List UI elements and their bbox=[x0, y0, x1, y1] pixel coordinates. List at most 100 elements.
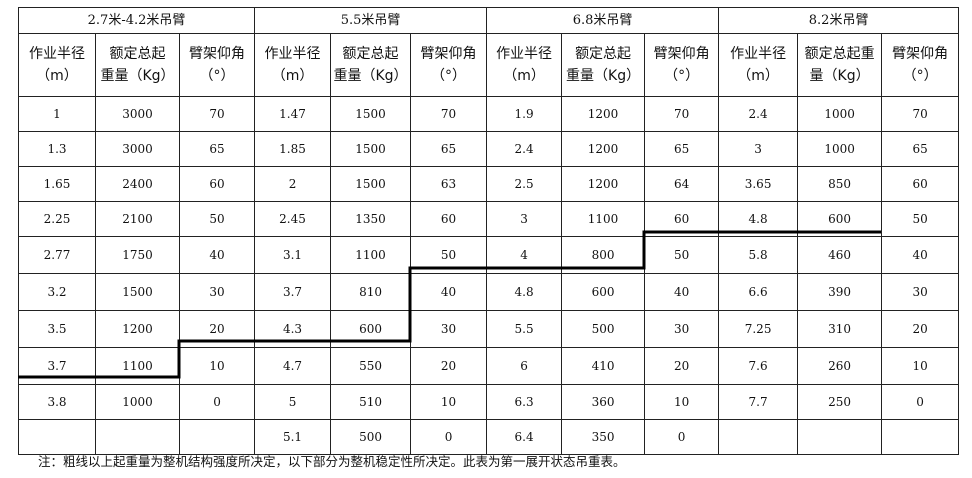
table-cell: 2.45 bbox=[254, 201, 332, 237]
table-cell: 10 bbox=[644, 384, 720, 420]
table-row: 2.77 1750 40 3.1 1100 50 4 800 50 5.8 460 40 bbox=[18, 236, 960, 274]
table-cell: 1500 bbox=[330, 166, 412, 202]
table-cell: 5.5 bbox=[486, 310, 563, 348]
group-header: 2.7米-4.2米吊臂 bbox=[17, 7, 256, 34]
table-cell: 20 bbox=[410, 347, 488, 385]
table-cell: 70 bbox=[881, 96, 960, 132]
column-header-line: （m） bbox=[503, 68, 545, 84]
table-cell: 40 bbox=[178, 236, 256, 274]
table-cell: 3 bbox=[486, 201, 563, 237]
table-row: 1 3000 70 1.47 1500 70 1.9 1200 70 2.4 1000 70 bbox=[18, 96, 960, 132]
column-header-row: 作业半径 （m） 额定总起 重量（Kg） 臂架仰角 （°） 作业半径 （m） 额定总起 重量（Kg… bbox=[18, 33, 960, 97]
table-cell: 50 bbox=[178, 201, 256, 237]
table-cell: 350 bbox=[561, 419, 646, 455]
table-cell: 3.1 bbox=[254, 236, 332, 274]
table-cell: 1500 bbox=[330, 96, 412, 132]
table-cell: 60 bbox=[410, 201, 488, 237]
table-cell: 1350 bbox=[330, 201, 412, 237]
column-header-line: （m） bbox=[36, 68, 78, 84]
group-header: 8.2米吊臂 bbox=[718, 7, 960, 34]
column-header: 臂架仰角 （°） bbox=[410, 33, 488, 97]
column-header: 作业半径 （m） bbox=[254, 33, 332, 97]
table-cell: 6.6 bbox=[718, 273, 799, 311]
column-header: 额定总起重量（Kg） bbox=[561, 33, 646, 97]
column-header-line: （°） bbox=[902, 68, 938, 84]
table-cell: 50 bbox=[644, 236, 720, 274]
table-cell: 7.7 bbox=[718, 384, 799, 420]
table-cell: 60 bbox=[644, 201, 720, 237]
table-cell: 3000 bbox=[95, 131, 180, 167]
table-cell: 1200 bbox=[561, 166, 646, 202]
table-cell: 30 bbox=[178, 273, 256, 311]
table-cell: 1100 bbox=[561, 201, 646, 237]
table-cell: 63 bbox=[410, 166, 488, 202]
table-cell: 3.8 bbox=[18, 384, 96, 420]
table-cell: 64 bbox=[644, 166, 720, 202]
table-cell: 2400 bbox=[95, 166, 180, 202]
column-header-line: 额定总起重 bbox=[804, 46, 875, 62]
table-cell: 1000 bbox=[95, 384, 180, 420]
table-cell: 1 bbox=[18, 96, 96, 132]
table-note: 注：粗线以上起重量为整机结构强度所决定，以下部分为整机稳定性所决定。此表为第一展… bbox=[38, 454, 626, 469]
column-header-line: 作业半径 bbox=[496, 46, 553, 62]
table-cell: 70 bbox=[644, 96, 720, 132]
table-cell: 500 bbox=[561, 310, 646, 348]
table-cell: 390 bbox=[797, 273, 883, 311]
table-cell: 310 bbox=[797, 310, 883, 348]
table-cell: 810 bbox=[330, 273, 412, 311]
table-cell: 4.3 bbox=[254, 310, 332, 348]
table-cell: 600 bbox=[797, 201, 883, 237]
table-cell: 1500 bbox=[95, 273, 180, 311]
table-cell: 2.25 bbox=[18, 201, 96, 237]
table-cell: 40 bbox=[410, 273, 488, 311]
column-header: 作业半径 （m） bbox=[486, 33, 563, 97]
column-header-line: 臂架仰角 bbox=[189, 46, 246, 62]
table-cell bbox=[797, 419, 883, 455]
table-cell: 40 bbox=[881, 236, 960, 274]
table-cell: 60 bbox=[178, 166, 256, 202]
table-cell: 600 bbox=[330, 310, 412, 348]
table-cell: 1500 bbox=[330, 131, 412, 167]
table-cell: 600 bbox=[561, 273, 646, 311]
group-header-row: 2.7米-4.2米吊臂 5.5米吊臂 6.8米吊臂 8.2米吊臂 bbox=[17, 7, 960, 34]
table-cell: 4.7 bbox=[254, 347, 332, 385]
table-cell: 5 bbox=[254, 384, 332, 420]
column-header: 额定总起重量（Kg） bbox=[330, 33, 412, 97]
table-cell: 1100 bbox=[95, 347, 180, 385]
table-cell: 1100 bbox=[330, 236, 412, 274]
table-cell: 40 bbox=[644, 273, 720, 311]
table-cell: 500 bbox=[330, 419, 412, 455]
table-cell bbox=[95, 419, 180, 455]
table-cell: 800 bbox=[561, 236, 646, 274]
table-cell: 3.5 bbox=[18, 310, 96, 348]
table-cell: 1000 bbox=[797, 131, 883, 167]
table-cell: 0 bbox=[881, 384, 960, 420]
column-header: 臂架仰角 （°） bbox=[644, 33, 720, 97]
column-header-line: 额定总起 bbox=[342, 46, 399, 62]
table-cell: 65 bbox=[410, 131, 488, 167]
column-header-line: 重量（Kg） bbox=[566, 68, 641, 84]
table-cell: 70 bbox=[410, 96, 488, 132]
table-cell: 0 bbox=[178, 384, 256, 420]
table-cell: 70 bbox=[178, 96, 256, 132]
table-cell: 1750 bbox=[95, 236, 180, 274]
table-cell: 1.65 bbox=[18, 166, 96, 202]
table-cell: 7.6 bbox=[718, 347, 799, 385]
table-cell: 50 bbox=[881, 201, 960, 237]
table-cell: 6.3 bbox=[486, 384, 563, 420]
table-cell: 60 bbox=[881, 166, 960, 202]
table-cell: 3.2 bbox=[18, 273, 96, 311]
table-row: 3.7 1100 10 4.7 550 20 6 410 20 7.6 260 10 bbox=[18, 347, 960, 385]
column-header: 作业半径 （m） bbox=[718, 33, 799, 97]
table-cell: 30 bbox=[410, 310, 488, 348]
table-cell: 30 bbox=[644, 310, 720, 348]
table-row: 2.25 2100 50 2.45 1350 60 3 1100 60 4.8 600 50 bbox=[18, 201, 960, 237]
table-row: 3.8 1000 0 5 510 10 6.3 360 10 7.7 250 0 bbox=[18, 384, 960, 420]
table-cell: 2 bbox=[254, 166, 332, 202]
table-cell: 5.1 bbox=[254, 419, 332, 455]
column-header-line: 作业半径 bbox=[264, 46, 321, 62]
table-cell: 360 bbox=[561, 384, 646, 420]
table-cell: 2.4 bbox=[486, 131, 563, 167]
column-header-line: 额定总起 bbox=[575, 46, 632, 62]
table-cell: 65 bbox=[881, 131, 960, 167]
